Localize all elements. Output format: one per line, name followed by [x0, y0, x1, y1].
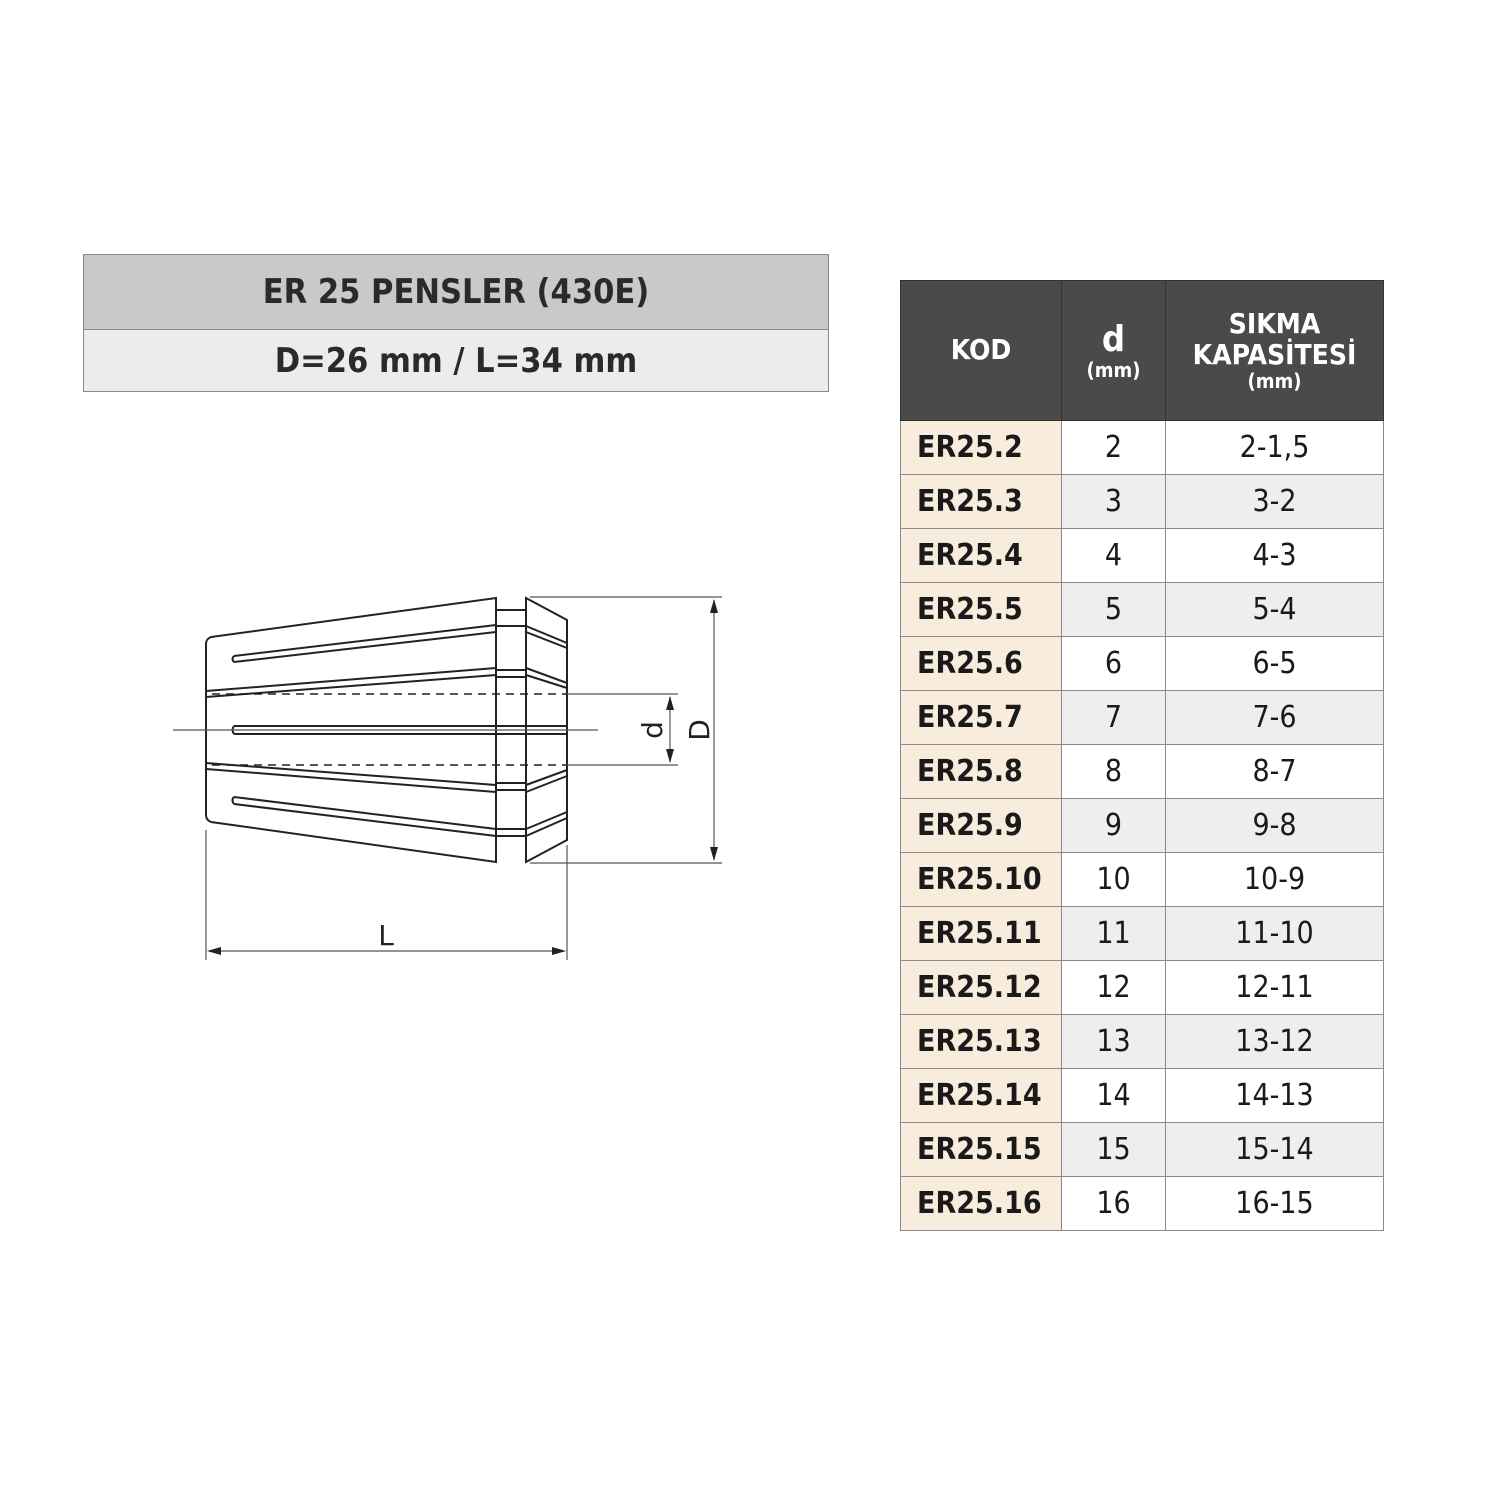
cell-kod: ER25.6	[900, 636, 1062, 691]
cell-d: 3	[1061, 474, 1166, 529]
table-row: ER25.4 4 4-3	[900, 528, 1384, 583]
cell-kod: ER25.3	[900, 474, 1062, 529]
label-D: D	[683, 719, 716, 741]
cell-capacity: 7-6	[1165, 690, 1384, 745]
cell-capacity: 14-13	[1165, 1068, 1384, 1123]
cell-capacity: 8-7	[1165, 744, 1384, 799]
cell-capacity: 13-12	[1165, 1014, 1384, 1069]
table-row: ER25.8 8 8-7	[900, 744, 1384, 799]
cell-d: 6	[1061, 636, 1166, 691]
table-row: ER25.7 7 7-6	[900, 690, 1384, 745]
cell-capacity: 6-5	[1165, 636, 1384, 691]
cell-kod: ER25.15	[900, 1122, 1062, 1177]
cell-capacity: 5-4	[1165, 582, 1384, 637]
cell-d: 5	[1061, 582, 1166, 637]
cell-d: 11	[1061, 906, 1166, 961]
table-row: ER25.2 2 2-1,5	[900, 420, 1384, 475]
page-title: ER 25 PENSLER (430E)	[84, 255, 828, 330]
cell-d: 9	[1061, 798, 1166, 853]
label-d: d	[636, 721, 669, 739]
header-capacity: SIKMA KAPASİTESİ (mm)	[1165, 280, 1384, 421]
cell-kod: ER25.5	[900, 582, 1062, 637]
table-row: ER25.10 10 10-9	[900, 852, 1384, 907]
dimension-arrows	[207, 599, 718, 955]
collet-body	[205, 596, 568, 864]
cell-kod: ER25.8	[900, 744, 1062, 799]
table-row: ER25.12 12 12-11	[900, 960, 1384, 1015]
header-d: d (mm)	[1061, 280, 1166, 421]
cell-d: 10	[1061, 852, 1166, 907]
cell-capacity: 15-14	[1165, 1122, 1384, 1177]
header-kod: KOD	[900, 280, 1062, 421]
cell-kod: ER25.13	[900, 1014, 1062, 1069]
cell-d: 14	[1061, 1068, 1166, 1123]
cell-kod: ER25.14	[900, 1068, 1062, 1123]
cell-kod: ER25.11	[900, 906, 1062, 961]
header-cap-unit: (mm)	[1247, 369, 1302, 394]
cell-kod: ER25.4	[900, 528, 1062, 583]
cell-d: 7	[1061, 690, 1166, 745]
collet-spec-table: KOD d (mm) SIKMA KAPASİTESİ (mm) ER25.2 2 2-1…	[900, 280, 1384, 1231]
cell-kod: ER25.9	[900, 798, 1062, 853]
cell-capacity: 16-15	[1165, 1176, 1384, 1231]
table-header-row: KOD d (mm) SIKMA KAPASİTESİ (mm)	[900, 280, 1384, 421]
table-row: ER25.16 16 16-15	[900, 1176, 1384, 1231]
table-row: ER25.15 15 15-14	[900, 1122, 1384, 1177]
table-row: ER25.11 11 11-10	[900, 906, 1384, 961]
table-row: ER25.9 9 9-8	[900, 798, 1384, 853]
cell-kod: ER25.12	[900, 960, 1062, 1015]
cell-capacity: 10-9	[1165, 852, 1384, 907]
cell-capacity: 9-8	[1165, 798, 1384, 853]
title-box: ER 25 PENSLER (430E) D=26 mm / L=34 mm	[83, 254, 829, 392]
cell-d: 12	[1061, 960, 1166, 1015]
cell-kod: ER25.10	[900, 852, 1062, 907]
hidden-bore-lines	[212, 693, 567, 766]
cell-kod: ER25.2	[900, 420, 1062, 475]
cell-capacity: 2-1,5	[1165, 420, 1384, 475]
dimension-lines	[173, 596, 722, 960]
header-cap-line2: KAPASİTESİ	[1192, 337, 1357, 371]
cell-capacity: 3-2	[1165, 474, 1384, 529]
header-d-unit: (mm)	[1086, 358, 1141, 383]
cell-kod: ER25.16	[900, 1176, 1062, 1231]
table-row: ER25.5 5 5-4	[900, 582, 1384, 637]
cell-d: 13	[1061, 1014, 1166, 1069]
cell-capacity: 4-3	[1165, 528, 1384, 583]
table-row: ER25.14 14 14-13	[900, 1068, 1384, 1123]
cell-d: 2	[1061, 420, 1166, 475]
header-cap-line1: SIKMA	[1228, 306, 1321, 340]
cell-d: 15	[1061, 1122, 1166, 1177]
cell-d: 8	[1061, 744, 1166, 799]
header-d-label: d	[1101, 318, 1126, 360]
table-row: ER25.13 13 13-12	[900, 1014, 1384, 1069]
cell-d: 16	[1061, 1176, 1166, 1231]
cell-capacity: 11-10	[1165, 906, 1384, 961]
cell-d: 4	[1061, 528, 1166, 583]
dimensions-subtitle: D=26 mm / L=34 mm	[84, 330, 828, 391]
table-row: ER25.3 3 3-2	[900, 474, 1384, 529]
table-row: ER25.6 6 6-5	[900, 636, 1384, 691]
cell-kod: ER25.7	[900, 690, 1062, 745]
label-L: L	[378, 919, 394, 952]
cell-capacity: 12-11	[1165, 960, 1384, 1015]
